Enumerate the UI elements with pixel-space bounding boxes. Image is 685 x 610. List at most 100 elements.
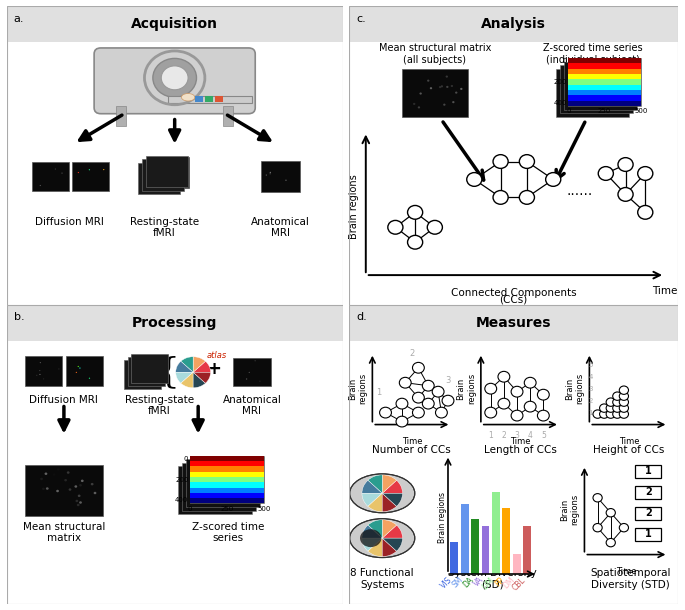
Text: Measures: Measures xyxy=(476,316,551,330)
Circle shape xyxy=(53,473,55,476)
Text: ......: ...... xyxy=(566,184,593,198)
Circle shape xyxy=(606,398,615,406)
Text: 0: 0 xyxy=(566,109,571,114)
Circle shape xyxy=(171,159,172,160)
Circle shape xyxy=(439,86,441,88)
Bar xyxy=(182,463,256,511)
Text: 1: 1 xyxy=(588,409,593,415)
Circle shape xyxy=(40,362,41,363)
Circle shape xyxy=(76,372,77,373)
Circle shape xyxy=(519,190,534,204)
Circle shape xyxy=(79,484,82,487)
Circle shape xyxy=(266,174,267,176)
Wedge shape xyxy=(193,361,210,372)
Circle shape xyxy=(638,206,653,219)
Circle shape xyxy=(78,495,81,497)
Circle shape xyxy=(436,407,447,418)
Bar xyxy=(569,58,640,106)
Circle shape xyxy=(269,173,271,174)
Circle shape xyxy=(498,371,510,382)
Circle shape xyxy=(412,362,424,373)
Circle shape xyxy=(455,92,458,94)
Text: atlas: atlas xyxy=(207,351,227,361)
Ellipse shape xyxy=(349,518,415,558)
Wedge shape xyxy=(362,525,382,538)
Circle shape xyxy=(396,398,408,409)
Wedge shape xyxy=(193,372,210,383)
Text: Brain
regions: Brain regions xyxy=(560,494,580,525)
Circle shape xyxy=(619,386,629,395)
Bar xyxy=(569,101,640,106)
Bar xyxy=(461,504,469,574)
Wedge shape xyxy=(175,372,193,383)
Text: Z-scored time series
(individual subject): Z-scored time series (individual subject… xyxy=(543,43,643,65)
Circle shape xyxy=(446,76,448,77)
Circle shape xyxy=(155,367,156,368)
Circle shape xyxy=(39,370,40,371)
Wedge shape xyxy=(368,520,382,538)
Bar xyxy=(223,106,234,126)
Circle shape xyxy=(40,185,41,186)
Text: Mean structural matrix
(all subjects): Mean structural matrix (all subjects) xyxy=(379,43,491,65)
Circle shape xyxy=(538,389,549,400)
Circle shape xyxy=(446,86,449,88)
Text: Analysis: Analysis xyxy=(482,17,546,31)
Circle shape xyxy=(427,79,429,82)
Circle shape xyxy=(599,404,609,412)
Circle shape xyxy=(77,366,79,367)
Wedge shape xyxy=(382,493,397,512)
FancyBboxPatch shape xyxy=(94,48,256,113)
Bar xyxy=(636,507,661,520)
Ellipse shape xyxy=(161,66,188,90)
Circle shape xyxy=(58,368,60,370)
Circle shape xyxy=(379,407,391,418)
Circle shape xyxy=(89,378,90,379)
Circle shape xyxy=(452,101,455,103)
Text: 8 Functional
Systems: 8 Functional Systems xyxy=(351,568,414,590)
Circle shape xyxy=(619,398,629,406)
Circle shape xyxy=(419,93,422,95)
Circle shape xyxy=(638,167,653,181)
Bar xyxy=(168,96,252,103)
Circle shape xyxy=(396,416,408,427)
Bar xyxy=(190,477,264,483)
Text: 3: 3 xyxy=(445,376,451,385)
Bar xyxy=(142,159,184,191)
Circle shape xyxy=(270,172,271,173)
Circle shape xyxy=(77,504,79,506)
Circle shape xyxy=(423,380,434,391)
Text: 5: 5 xyxy=(541,431,546,440)
Text: Spatiotemporal
Diversity (STD): Spatiotemporal Diversity (STD) xyxy=(590,568,671,590)
Wedge shape xyxy=(193,372,206,388)
Circle shape xyxy=(259,381,260,382)
Wedge shape xyxy=(368,475,382,493)
Bar xyxy=(190,487,264,493)
Text: c.: c. xyxy=(356,13,366,24)
Ellipse shape xyxy=(153,59,197,97)
Bar xyxy=(569,63,640,69)
Text: 1: 1 xyxy=(645,466,651,476)
Bar xyxy=(569,79,640,85)
Circle shape xyxy=(173,181,175,182)
Circle shape xyxy=(67,472,70,474)
Text: 200: 200 xyxy=(175,476,188,483)
Circle shape xyxy=(418,106,420,109)
Circle shape xyxy=(43,378,45,379)
Circle shape xyxy=(466,173,482,186)
Text: Brain
regions: Brain regions xyxy=(565,373,584,404)
Circle shape xyxy=(618,157,633,171)
Circle shape xyxy=(612,410,622,418)
Text: Diffusion MRI: Diffusion MRI xyxy=(34,217,103,227)
Text: 3: 3 xyxy=(514,431,519,440)
Bar xyxy=(569,69,640,74)
Circle shape xyxy=(619,523,629,532)
Bar xyxy=(195,96,203,102)
Bar xyxy=(492,492,500,574)
Bar xyxy=(450,542,458,574)
Bar xyxy=(190,483,264,487)
Circle shape xyxy=(619,392,629,400)
Circle shape xyxy=(612,392,622,400)
Circle shape xyxy=(89,169,90,170)
Text: System Diversity
(SD): System Diversity (SD) xyxy=(448,568,537,590)
Bar xyxy=(233,358,271,387)
